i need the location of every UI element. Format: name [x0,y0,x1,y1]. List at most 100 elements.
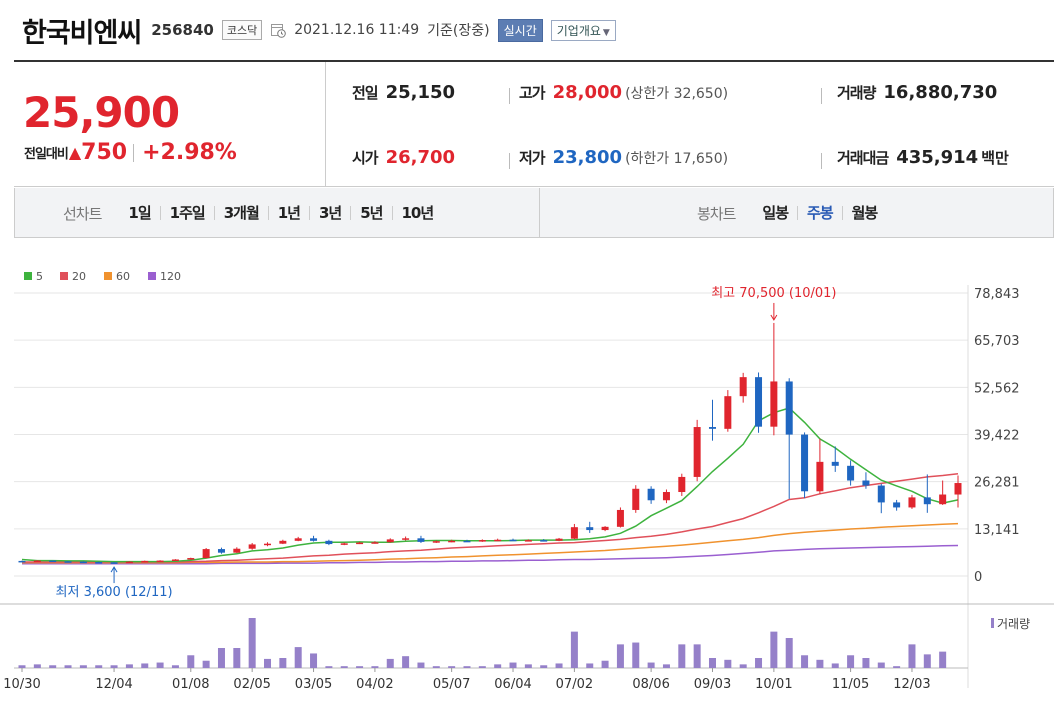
legend-label-20: 20 [72,270,86,283]
y-tick-label: 0 [974,570,982,585]
low-arrow-head [110,566,118,573]
y-tick-label: 65,703 [974,334,1020,349]
period-3m[interactable]: 3개월 [213,206,268,221]
ma60-line [22,522,959,564]
volume-bar [217,648,225,668]
candle-body [49,560,57,563]
low-item: 저가 23,800 (하한가 17,650) [519,147,728,168]
candle-body [340,543,348,545]
amount-value: 435,914 [896,147,979,168]
volume-item: 거래량 16,880,730 [837,82,997,103]
volume-bar [570,631,578,668]
line-chart-periods: 선차트 1일 1주일 3개월 1년 3년 5년 10년 [63,188,442,238]
quote-panel: 25,900 전일대비 ▲ 750 +2.98% 전일 25,150 고가 28… [14,60,1054,187]
volume-bar [678,644,686,668]
volume-bar [693,644,701,668]
toolbar-divider [539,188,540,238]
period-5y[interactable]: 5년 [350,206,391,221]
candle-body [325,540,333,545]
candle-body [524,540,532,542]
candle-body [739,377,747,397]
candle-body [233,548,241,553]
volume-bar [386,658,394,668]
candle-body [432,541,440,543]
amount-item: 거래대금 435,914 백만 [837,147,1009,168]
realtime-button[interactable]: 실시간 [497,18,543,42]
volume-bar [908,644,916,668]
volume-bar [755,658,763,668]
volume-bar [64,665,72,668]
candle-body [601,526,609,531]
candle-body [632,488,640,510]
volume-bar [632,642,640,668]
volume-label: 거래량 [837,84,876,102]
period-1w[interactable]: 1주일 [159,206,214,221]
candle-body [64,561,72,563]
caret-down-icon: ▼ [602,27,610,38]
company-overview-dropdown[interactable]: 기업개요 ▼ [550,19,616,41]
x-tick-label: 10/01 [755,677,792,692]
change-row: 전일대비 ▲ 750 +2.98% [24,140,237,165]
open-value: 26,700 [385,147,456,168]
candle-body [647,488,655,501]
volume-bar [770,631,778,668]
lower-limit: (하한가 17,650) [625,151,729,167]
volume-legend-label: 거래량 [997,617,1030,631]
amount-unit: 백만 [981,149,1009,167]
volume-bar [785,638,793,668]
volume-bar [248,618,256,668]
candle-body [386,539,394,543]
volume-bar [862,658,870,668]
y-tick-label: 26,281 [974,476,1020,491]
volume-bar [171,665,179,668]
volume-bar [923,654,931,668]
high-value: 28,000 [552,82,623,103]
volume-bar [356,666,364,668]
x-tick-label: 01/08 [172,677,209,692]
volume-panel: 거래량 [0,603,1054,669]
divider [133,143,135,162]
candle-monthly[interactable]: 월봉 [841,206,887,221]
stock-code: 256840 [151,21,214,39]
candle-body [402,538,410,540]
x-tick-label: 02/05 [233,677,270,692]
period-10y[interactable]: 10년 [391,206,443,221]
candle-body [708,427,716,429]
volume-bar [524,664,532,668]
title-bar: 한국비엔씨 256840 코스닥 2021.12.16 11:49 기준(장중)… [22,12,616,49]
volume-bar [156,662,164,668]
x-tick-label: 07/02 [556,677,593,692]
period-1y[interactable]: 1년 [267,206,309,221]
prev-close-value: 25,150 [385,82,456,103]
candle-daily[interactable]: 일봉 [762,204,789,222]
candle-body [417,538,425,542]
up-triangle-icon: ▲ [68,143,82,162]
period-1d[interactable]: 1일 [128,204,151,222]
volume-bar [187,655,195,668]
candle-body [724,396,732,429]
volume-bar [540,665,548,668]
volume-bar [847,655,855,668]
candle-body [310,538,318,541]
candle-body [141,560,149,563]
x-tick-label: 12/04 [95,677,132,692]
candle-body [616,509,624,527]
volume-bar [494,664,502,668]
x-tick-label: 06/04 [494,677,531,692]
candle-weekly[interactable]: 주봉 [797,206,842,221]
volume-bar [724,659,732,668]
legend-swatch-60 [104,272,112,280]
legend-swatch-120 [148,272,156,280]
volume-bar [831,663,839,668]
candle-body [356,542,364,545]
period-3y[interactable]: 3년 [309,206,350,221]
low-label: 저가 [519,149,546,167]
chart-period-toolbar: 선차트 1일 1주일 3개월 1년 3년 5년 10년 봉차트 일봉 주봉 월봉 [14,188,1054,238]
y-tick-label: 78,843 [974,287,1020,302]
volume-value: 16,880,730 [883,82,998,103]
low-annotation-label: 최저 3,600 (12/11) [56,585,173,600]
candle-body [785,381,793,435]
stock-chart: 5 20 60 120 최고 70,500 (10/01) 최저 3,600 (12/1… [0,270,1054,692]
volume-bar [18,665,26,668]
calendar-clock-icon [271,24,287,38]
